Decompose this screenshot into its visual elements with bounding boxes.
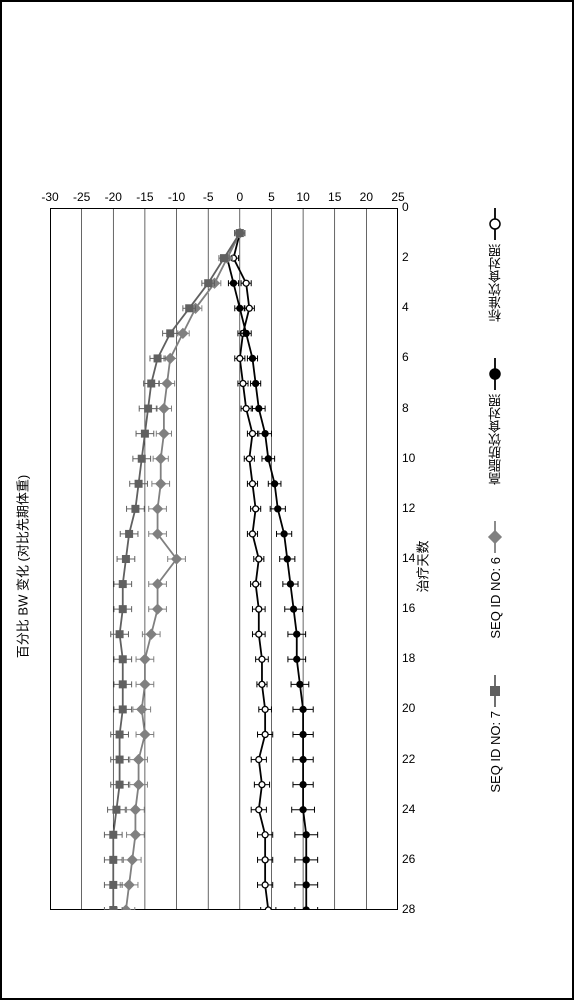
legend-item: 高脂肪饮食对照 xyxy=(424,358,566,485)
page-frame: 百分比 BW 变化 (对比先期体重) 治疗天数 标准饮食对照 高脂肪饮食对照 S… xyxy=(0,0,574,1000)
y-tick-label: 5 xyxy=(261,190,281,204)
legend-marker xyxy=(485,521,505,553)
x-tick-label: 28 xyxy=(402,902,415,916)
y-axis-title: 百分比 BW 变化 (对比先期体重) xyxy=(13,467,32,667)
x-tick-label: 14 xyxy=(402,551,415,565)
legend: 标准饮食对照 高脂肪饮食对照 SEQ ID NO: 6 SEQ ID NO: 7 xyxy=(424,208,566,828)
y-tick-label: -30 xyxy=(40,190,60,204)
y-tick-label: 0 xyxy=(230,190,250,204)
legend-item: SEQ ID NO: 7 xyxy=(424,675,566,793)
legend-label: 高脂肪饮食对照 xyxy=(486,394,505,485)
x-tick-label: 12 xyxy=(402,501,415,515)
x-tick-label: 18 xyxy=(402,651,415,665)
legend-item: 标准饮食对照 xyxy=(424,208,566,322)
x-tick-label: 24 xyxy=(402,802,415,816)
y-tick-label: 10 xyxy=(293,190,313,204)
legend-marker xyxy=(485,208,505,240)
x-tick-label: 10 xyxy=(402,451,415,465)
y-tick-label: -10 xyxy=(167,190,187,204)
x-tick-label: 8 xyxy=(402,401,409,415)
legend-label: SEQ ID NO: 6 xyxy=(488,557,503,639)
legend-label: 标准饮食对照 xyxy=(486,244,505,322)
x-tick-label: 2 xyxy=(402,250,409,264)
y-tick-label: -20 xyxy=(103,190,123,204)
x-tick-label: 20 xyxy=(402,701,415,715)
y-tick-label: -25 xyxy=(72,190,92,204)
y-tick-label: -15 xyxy=(135,190,155,204)
y-tick-label: 20 xyxy=(356,190,376,204)
y-tick-label: -5 xyxy=(198,190,218,204)
x-tick-label: 22 xyxy=(402,752,415,766)
legend-item: SEQ ID NO: 6 xyxy=(424,521,566,639)
legend-marker xyxy=(485,358,505,390)
y-tick-label: 15 xyxy=(325,190,345,204)
legend-marker xyxy=(485,675,505,707)
x-tick-label: 4 xyxy=(402,300,409,314)
x-tick-label: 6 xyxy=(402,350,409,364)
chart-svg xyxy=(50,208,398,910)
legend-label: SEQ ID NO: 7 xyxy=(488,711,503,793)
x-tick-label: 16 xyxy=(402,601,415,615)
x-tick-label: 26 xyxy=(402,852,415,866)
x-tick-label: 0 xyxy=(402,200,409,214)
